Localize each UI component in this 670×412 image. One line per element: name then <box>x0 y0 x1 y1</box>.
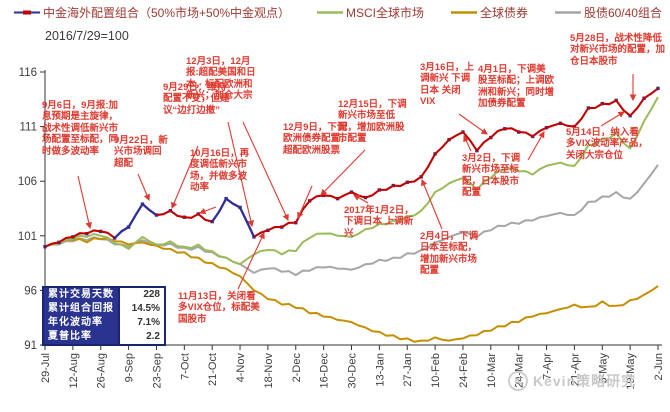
stats-value: 7.1% <box>118 316 165 330</box>
series-marker <box>656 86 660 91</box>
legend-marker-icon <box>450 11 477 14</box>
legend-item-1: 中金海外配置组合（50%市场+50%中金观点） <box>14 4 290 21</box>
chart-annotation-2: 9月22日，新兴市场调回超配 <box>114 135 168 169</box>
legend-label: 股债60/40组合 <box>583 6 662 20</box>
x-tick-label: 9-Sep <box>124 353 136 382</box>
stats-row: 年化波动率 7.1% <box>43 316 165 330</box>
stats-value: 228 <box>118 287 165 302</box>
annotation-arrow <box>77 175 92 230</box>
stats-row: 累计组合回报 14.5% <box>43 302 165 316</box>
legend-marker-icon <box>14 10 40 15</box>
x-tick-label: 18-Nov <box>263 353 275 389</box>
x-tick-label: 29-Jul <box>40 353 52 383</box>
annotation-arrow <box>320 149 366 196</box>
chart-base-note: 2016/7/29=100 <box>45 29 129 43</box>
chart-annotation-4: 10月16日，再度调低新兴市场，并做多波动率 <box>190 148 250 194</box>
x-tick-label: 26-Aug <box>96 353 108 388</box>
x-tick-label: 7-Apr <box>542 353 554 380</box>
x-tick-label: 24-Feb <box>458 353 470 388</box>
chart-annotation-14: 5月28日，战术性降低对新兴市场的配置，加仓日本股市 <box>570 33 666 67</box>
chart-annotation-12: 3月16日，上调新兴 下调日本 关闭VIX <box>420 62 474 108</box>
chart-annotation-1: 9月6日，9月报:加息预期是主旋律，战术性调低新兴市场配置至标配，同时做多波动率 <box>42 100 119 157</box>
chart-annotation-5: 12月3日，12月报:超配美国和日本，标配欧洲和新兴；加仓大宗 <box>186 56 256 102</box>
y-tick-label: 111 <box>20 122 37 134</box>
x-tick-label: 2-Jun <box>653 353 665 381</box>
x-tick-label: 30-Dec <box>347 353 359 389</box>
annotation-arrow <box>527 131 545 161</box>
chart-annotation-3: 9月29日：维持配置不变，但建议“边打边撤” <box>163 82 230 116</box>
legend-label: MSCI全球市场 <box>346 6 425 20</box>
legend-item-3: 全球债券 <box>450 4 528 21</box>
annotation-arrow <box>198 206 217 215</box>
chart-annotation-7: 12月15日，下调新兴市场至低配，增加欧洲股市配置 <box>338 99 407 145</box>
watermark: K Kevin策略研究 <box>508 371 636 391</box>
legend-item-2: MSCI全球市场 <box>317 4 424 21</box>
x-tick-label: 10-Mar <box>486 353 498 388</box>
x-tick-label: 23-Sep <box>151 353 163 388</box>
stats-label: 夏普比率 <box>43 330 119 345</box>
x-tick-label: 13-Jan <box>374 353 386 387</box>
watermark-text: Kevin策略研究 <box>533 373 637 389</box>
chart-legend: 中金海外配置组合（50%市场+50%中金观点） MSCI全球市场 全球债券 股债60/… <box>0 4 670 21</box>
stats-row: 夏普比率 2.2 <box>43 330 165 345</box>
x-tick-label: 10-Feb <box>430 353 442 388</box>
annotation-arrow <box>297 185 313 220</box>
series-line-1 <box>44 96 659 266</box>
x-tick-label: 21-Oct <box>207 353 219 386</box>
legend-item-4: 股债60/40组合 <box>554 4 662 21</box>
y-tick-label: 106 <box>18 176 37 188</box>
series-marker <box>43 245 47 249</box>
stats-value: 2.2 <box>118 330 165 345</box>
chart-annotation-11: 3月2日，下调新兴市场至标配，日本股市配置 <box>462 153 521 199</box>
annotation-arrow <box>353 194 369 204</box>
stats-label: 累计交易天数 <box>43 287 119 302</box>
stats-label: 累计组合回报 <box>43 302 119 316</box>
kevin-logo-icon: K <box>508 371 528 391</box>
series-navy-segment <box>211 197 255 238</box>
annotation-arrow <box>458 113 488 135</box>
stats-row: 累计交易天数 228 <box>43 287 165 302</box>
x-tick-label: 2-Dec <box>291 353 303 383</box>
chart-annotation-13: 4月1日，下调美股至标配；上调欧洲和新兴；同时增加债券配置 <box>478 64 555 110</box>
x-tick-label: 7-Oct <box>179 353 191 380</box>
legend-marker-icon <box>317 11 343 14</box>
chart-annotation-15: 5月14日，纳入看多VIX波动率产品，关闭大宗仓位 <box>566 127 648 161</box>
stats-label: 年化波动率 <box>43 316 119 330</box>
series-line-3 <box>44 164 659 277</box>
y-tick-label: 91 <box>24 340 37 352</box>
annotation-arrow <box>242 121 289 221</box>
annotation-arrow <box>227 121 254 228</box>
chart-annotation-6: 12月9日，下调欧洲债券配置，超配欧洲股票 <box>283 122 350 156</box>
annotation-arrow <box>463 135 472 152</box>
series-navy-segment <box>113 202 158 239</box>
annotation-arrow <box>600 111 625 127</box>
chart-annotation-9: 2017年1月2日，下调日本 上调新兴 <box>344 205 414 239</box>
x-tick-label: 19-May <box>625 353 637 390</box>
series-line-2 <box>44 237 659 343</box>
x-tick-label: 27-Jan <box>402 353 414 387</box>
legend-label: 全球债券 <box>479 6 528 20</box>
x-tick-label: 12-Aug <box>68 353 80 388</box>
y-tick-label: 96 <box>24 285 37 297</box>
x-tick-label: 21-Apr <box>569 353 581 386</box>
performance-stats-table: 累计交易天数 228 累计组合回报 14.5% 年化波动率 7.1% 夏普比率 2.2 <box>42 286 166 346</box>
x-tick-label: 5-May <box>597 353 609 384</box>
legend-label: 中金海外配置组合（50%市场+50%中金观点） <box>43 6 291 20</box>
y-tick-label: 101 <box>18 231 37 243</box>
y-tick-label: 116 <box>19 67 37 79</box>
annotation-arrow <box>137 173 150 202</box>
x-tick-label: 16-Dec <box>319 353 331 389</box>
chart-annotation-8: 11月13日，关闭看多VIX仓位，标配美国股市 <box>178 291 260 325</box>
stats-value: 14.5% <box>118 302 165 316</box>
x-tick-label: 4-Nov <box>235 353 247 383</box>
annotation-arrow <box>421 178 443 230</box>
annotation-arrow <box>171 145 199 210</box>
annotation-arrow <box>237 232 265 290</box>
chart-annotation-10: 2月4日，下调日本至标配，增加新兴市场配置 <box>420 231 479 277</box>
legend-marker-icon <box>554 11 581 14</box>
